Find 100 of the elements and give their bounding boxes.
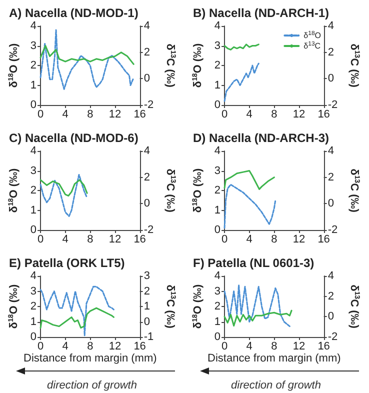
y2-tick-label: -2 <box>328 331 338 343</box>
x-tick-label: 16 <box>134 234 146 246</box>
y2-tick-label: -1 <box>144 331 154 343</box>
x-tick-label: 8 <box>271 234 278 246</box>
y2-tick-label: 4 <box>328 20 334 32</box>
y-tick-label: 4 <box>30 145 37 157</box>
y2-tick-label: -2 <box>144 99 154 111</box>
y2-tick-label: 2 <box>144 171 150 184</box>
x-tick-label: 8 <box>87 234 94 246</box>
y-tick-label: 2 <box>30 60 37 72</box>
y2-tick-label: 0 <box>328 198 334 210</box>
y-tick-label: 2 <box>214 184 221 196</box>
line-series <box>224 170 275 190</box>
x-tick-label: 12 <box>108 340 122 352</box>
y2-tick-label: 4 <box>144 145 150 157</box>
line-series <box>224 284 290 328</box>
y-tick-label: 2 <box>30 300 37 312</box>
y-tick-label: 0 <box>214 224 221 236</box>
x-tick-label: 12 <box>108 234 122 246</box>
text: direction of growth <box>231 380 321 392</box>
x-tick-label: 16 <box>318 108 330 120</box>
y-tick-label: 2 <box>214 60 221 72</box>
y-tick-label: 4 <box>30 270 37 282</box>
y2-tick-label: 3 <box>144 270 150 282</box>
line-series <box>224 62 260 102</box>
y2-tick-label: 1 <box>144 300 150 312</box>
chart-title: E) Patella (ORK LT5) <box>9 256 125 270</box>
line-series <box>224 310 292 327</box>
y2-tick-label: 2 <box>328 171 334 184</box>
x-tick-label: 8 <box>271 108 278 120</box>
y-tick-label: 1 <box>30 79 37 92</box>
y-tick-label: 4 <box>30 20 37 32</box>
x-axis-title: Distance from margin (mm) <box>208 352 341 364</box>
y2-tick-label: -2 <box>144 224 154 236</box>
chart-title: C) Nacella (ND-MOD-6) <box>9 131 138 145</box>
x-axis-title: Distance from margin (mm) <box>24 352 157 364</box>
text: direction of growth <box>47 380 137 392</box>
y-tick-label: 2 <box>214 300 221 312</box>
y-tick-label: 4 <box>214 270 221 282</box>
y-tick-label: 3 <box>214 164 221 177</box>
x-tick-label: 4 <box>246 108 252 120</box>
y-tick-label: 1 <box>30 316 37 328</box>
chart-title: A) Nacella (ND-MOD-1) <box>9 6 138 20</box>
y-tick-label: 4 <box>214 145 221 157</box>
y-tick-label: 0 <box>214 99 221 111</box>
x-tick-label: 8 <box>87 340 94 352</box>
x-tick-label: 12 <box>292 108 306 120</box>
y2-tick-label: 2 <box>144 285 150 298</box>
x-tick-label: 16 <box>318 340 330 352</box>
y2-tick-label: 2 <box>328 290 334 302</box>
line-series <box>40 29 134 90</box>
y2-tick-label: 0 <box>144 316 150 328</box>
x-tick-label: 16 <box>318 234 330 246</box>
x-tick-label: 12 <box>108 108 122 120</box>
x-tick-label: 4 <box>246 340 252 352</box>
y2-tick-label: 0 <box>144 72 150 85</box>
x-tick-label: 12 <box>292 340 306 352</box>
y2-tick-label: 2 <box>328 46 334 58</box>
y2-tick-label: 4 <box>144 20 150 32</box>
y2-tick-label: -2 <box>328 224 338 236</box>
line-series <box>40 286 115 336</box>
x-tick-label: 8 <box>271 340 278 352</box>
y-tick-label: 1 <box>30 204 37 216</box>
x-tick-label: 4 <box>62 340 68 352</box>
y-tick-label: 1 <box>214 79 221 92</box>
line-series <box>224 184 276 229</box>
y-tick-label: 3 <box>214 285 221 298</box>
line-series <box>40 179 88 197</box>
y2-tick-label: 0 <box>144 198 150 210</box>
y-tick-label: 1 <box>214 204 221 216</box>
y2-tick-label: 4 <box>328 145 334 157</box>
y2-tick-label: -2 <box>328 99 338 111</box>
x-tick-label: 12 <box>292 234 306 246</box>
chart-title: D) Nacella (ND-ARCH-3) <box>193 131 330 145</box>
x-tick-label: 16 <box>134 108 146 120</box>
y-tick-label: 0 <box>214 331 221 343</box>
x-tick-label: 8 <box>87 108 94 120</box>
y-tick-label: 3 <box>30 164 37 177</box>
x-tick-label: 4 <box>246 234 252 246</box>
x-tick-label: 4 <box>62 108 68 120</box>
line-series <box>40 307 115 329</box>
y-tick-label: 0 <box>30 224 37 236</box>
x-tick-label: 4 <box>62 234 68 246</box>
y-tick-label: 3 <box>30 40 37 52</box>
y2-tick-label: 0 <box>328 72 334 85</box>
chart-title: F) Patella (NL 0601-3) <box>193 256 314 270</box>
y-tick-label: 0 <box>30 99 37 111</box>
y2-tick-label: 4 <box>328 270 334 282</box>
line-series <box>40 174 88 217</box>
y-tick-label: 1 <box>214 316 221 328</box>
y-tick-label: 4 <box>214 20 221 32</box>
line-series <box>40 45 134 65</box>
y2-tick-label: 2 <box>144 46 150 58</box>
x-tick-label: 16 <box>134 340 146 352</box>
chart-title: B) Nacella (ND-ARCH-1) <box>193 6 330 20</box>
y-tick-label: 0 <box>30 331 37 343</box>
y-tick-label: 3 <box>30 285 37 298</box>
y-tick-label: 2 <box>30 184 37 196</box>
y2-tick-label: 0 <box>328 310 334 323</box>
y-tick-label: 3 <box>214 40 221 52</box>
